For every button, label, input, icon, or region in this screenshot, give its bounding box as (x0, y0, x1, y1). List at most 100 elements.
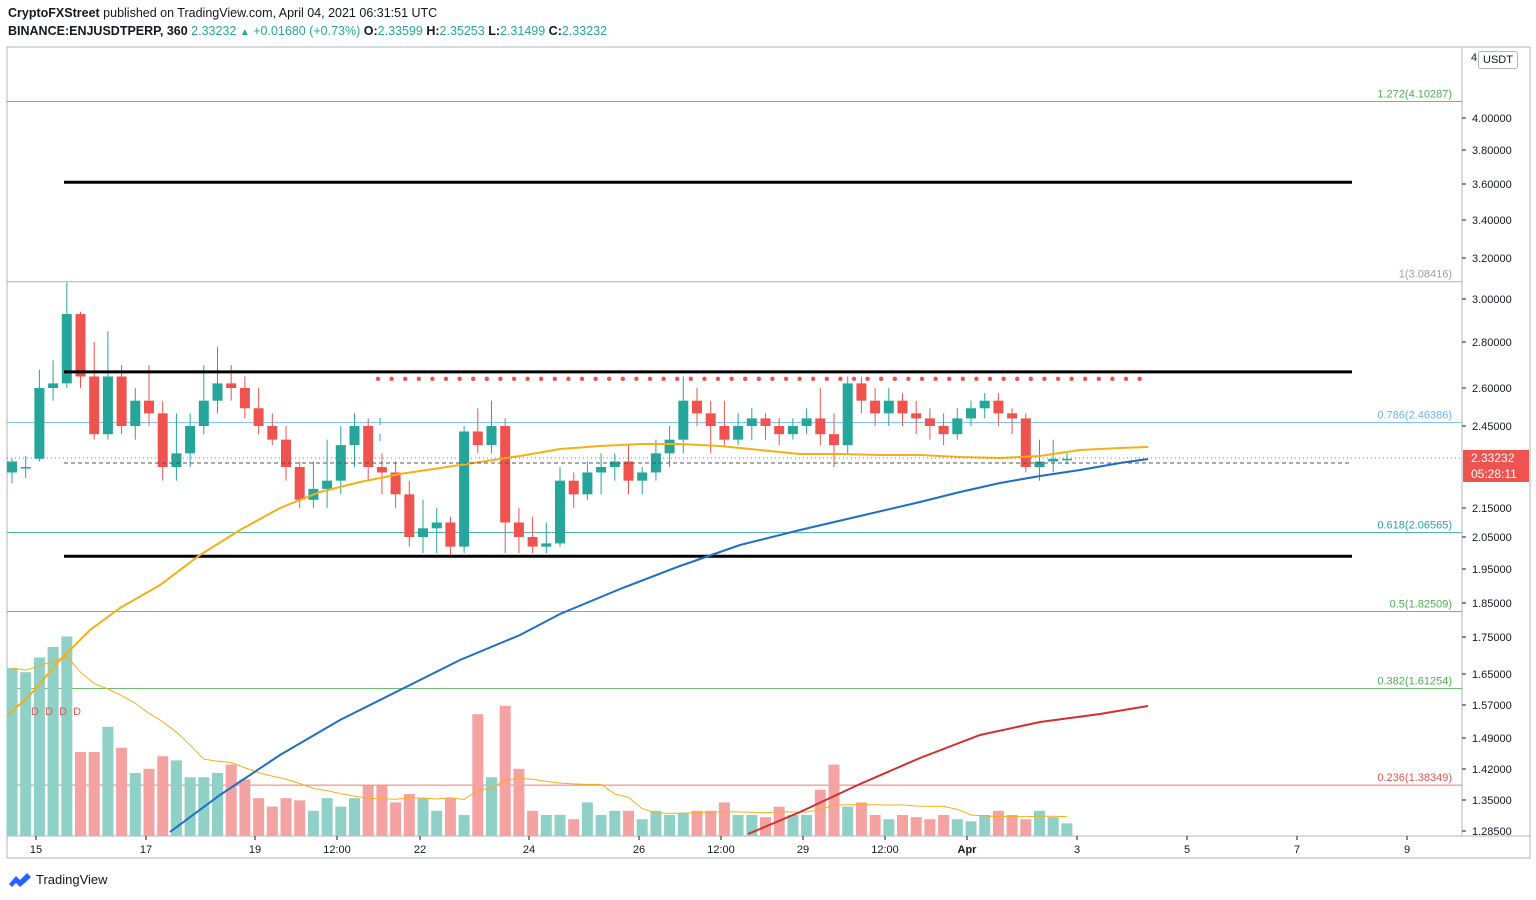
candle-body (664, 439, 675, 454)
volume-bar (225, 764, 237, 836)
candle-body (829, 434, 839, 446)
volume-bar (403, 794, 415, 836)
volume-bar (129, 773, 141, 836)
y-tick-label: 1.49000 (1472, 733, 1512, 745)
resistance-dot (783, 376, 789, 381)
candle-body (144, 400, 154, 414)
volume-bar (828, 764, 840, 836)
resistance-dot (729, 376, 734, 381)
volume-bar (1006, 815, 1018, 836)
volume-bar (801, 815, 813, 836)
candle-body (883, 400, 894, 414)
open-label: O: (363, 24, 378, 38)
candle-body (513, 522, 524, 537)
fib-level-label: 0.5(1.82509) (1390, 598, 1452, 610)
close-value: 2.33232 (561, 24, 608, 38)
footer-brand[interactable]: TradingView (8, 872, 108, 887)
y-tick-label: 3.60000 (1472, 179, 1512, 191)
volume-bar (540, 815, 552, 836)
resistance-dot (375, 376, 381, 381)
volume-bar (705, 810, 717, 836)
resistance-dot (525, 376, 530, 381)
symbol-label[interactable]: BINANCE:ENJUSDTPERP, 360 (8, 24, 188, 38)
open-value: 2.33599 (377, 24, 423, 38)
resistance-dot (743, 376, 748, 381)
candle-body (349, 426, 360, 446)
resistance-dot (1069, 376, 1074, 381)
volume-bar (992, 810, 1004, 836)
resistance-dot (987, 376, 993, 381)
candle-body (48, 383, 59, 388)
resistance-dot (947, 376, 952, 381)
volume-bar (581, 802, 593, 836)
candle-body (774, 426, 785, 435)
resistance-dot (1055, 376, 1061, 381)
volume-bar (157, 756, 169, 836)
publisher-name[interactable]: CryptoFXStreet (8, 6, 100, 20)
resistance-dot (756, 376, 761, 381)
y-tick-label: 3.40000 (1472, 215, 1512, 227)
candle-body (185, 426, 196, 454)
x-tick-label: 5 (1184, 844, 1190, 856)
resistance-dot (1001, 376, 1006, 381)
volume-bar (376, 785, 388, 836)
resistance-dot (579, 376, 585, 381)
x-tick-label: 3 (1074, 844, 1080, 856)
candle-body (226, 383, 237, 388)
resistance-dot (416, 376, 421, 381)
volume-bar (554, 815, 566, 836)
resistance-dot (824, 376, 829, 381)
candle-body (842, 383, 853, 446)
volume-bar (1020, 819, 1032, 836)
resistance-dot (511, 376, 517, 381)
y-tick-label: 1.95000 (1472, 564, 1512, 576)
candle-body (856, 383, 867, 401)
volume-bar (527, 810, 539, 836)
volume-bar (75, 752, 86, 836)
resistance-dot (770, 376, 775, 381)
volume-bar (910, 817, 922, 836)
resistance-dot (715, 376, 721, 381)
y-tick-label: 1.75000 (1472, 632, 1512, 644)
candle-body (1034, 461, 1045, 467)
volume-bar (595, 815, 607, 836)
resistance-dot (879, 376, 884, 381)
volume-bar (362, 785, 374, 836)
candle-body (212, 383, 223, 401)
resistance-dot (457, 376, 462, 381)
volume-bar (321, 798, 333, 836)
y-tick-label: 3.00000 (1472, 294, 1512, 306)
resistance-dot (702, 376, 707, 381)
resistance-dot (892, 376, 897, 381)
resistance-dot (1137, 376, 1142, 381)
chart-legend: BINANCE:ENJUSDTPERP, 360 2.33232 ▲ +0.01… (8, 24, 607, 38)
candle-body (870, 400, 881, 414)
candle-body (733, 426, 744, 440)
volume-bar (924, 819, 936, 836)
resistance-dot (634, 376, 639, 381)
candle-body (609, 461, 620, 467)
volume-bar (650, 810, 662, 836)
resistance-dot (797, 376, 802, 381)
price-axis-panel (1461, 46, 1531, 837)
resistance-dot (552, 376, 557, 381)
volume-bar (1061, 823, 1073, 836)
candle-body (486, 426, 497, 446)
price-change: +0.01680 (+0.73%) (253, 24, 361, 38)
currency-selector[interactable]: USDT (1478, 51, 1518, 69)
x-tick-label: 29 (797, 844, 809, 856)
candle-body (322, 480, 333, 489)
candle-body (363, 426, 374, 467)
x-tick-label: 24 (523, 844, 535, 856)
time-axis-panel (6, 835, 1531, 859)
y-tick-label: 1.65000 (1472, 669, 1512, 681)
candle-body (253, 408, 264, 426)
candle-body (239, 388, 250, 409)
countdown-tag: 05:28:11 (1463, 466, 1529, 482)
resistance-dot (1042, 376, 1047, 381)
candle-body (596, 467, 607, 473)
volume-bar (6, 668, 18, 836)
fib-level-label: 1(3.08416) (1399, 269, 1452, 281)
candle-body (34, 388, 45, 459)
